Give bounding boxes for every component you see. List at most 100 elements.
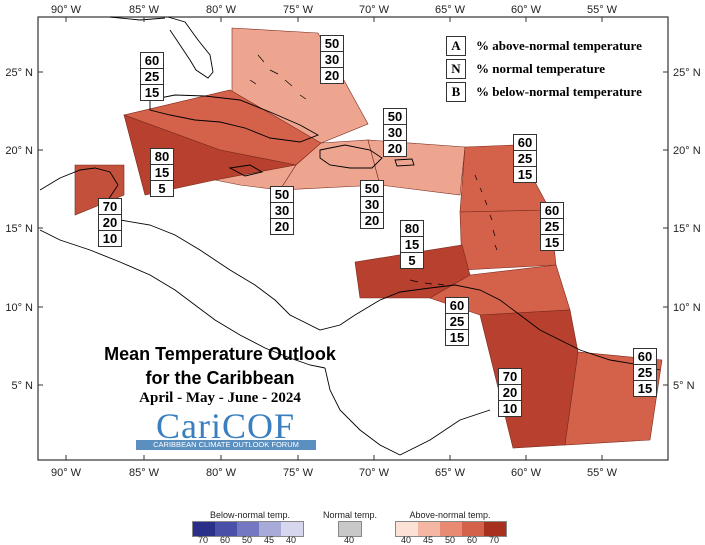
lon-tick-label: 65° W [435, 4, 466, 16]
prob-box-suriname-guiana: 60 25 15 [633, 348, 657, 397]
prob-box-abc-islands: 80 15 5 [400, 220, 424, 269]
legend-text-above: % above-normal temperature [476, 37, 642, 53]
prob-normal: 25 [141, 69, 163, 85]
prob-above: 60 [446, 298, 468, 314]
colorbar-tick: 60 [466, 535, 477, 545]
prob-box-leeward-north: 60 25 15 [513, 134, 537, 183]
prob-normal: 30 [321, 52, 343, 68]
colorbar-tick: 70 [197, 535, 208, 545]
prob-normal: 15 [401, 237, 423, 253]
colorbar-tick: 50 [241, 535, 252, 545]
colorbar-segment [193, 522, 215, 536]
prob-below: 20 [387, 141, 403, 156]
prob-below: 20 [274, 219, 290, 234]
coastlines [39, 16, 661, 456]
lat-tick-label: 20° N [673, 145, 701, 157]
prob-below: 15 [544, 235, 560, 250]
lat-tick-label: 20° N [5, 145, 33, 157]
puertorico-coast [394, 158, 415, 167]
colorbar-segment [440, 522, 462, 536]
lat-tick-label: 25° N [673, 67, 701, 79]
colorbar-segment [237, 522, 259, 536]
legend-row-normal: N % normal temperature [446, 57, 681, 80]
colorbar-below-title: Below-normal temp. [209, 510, 291, 520]
central-america-pacific [39, 229, 326, 369]
colorbar-tick: 70 [488, 535, 499, 545]
prob-below: 15 [449, 330, 465, 345]
colorbar-segment [215, 522, 237, 536]
prob-normal: 25 [634, 365, 656, 381]
prob-normal: 30 [361, 197, 383, 213]
lon-tick-label: 90° W [51, 467, 82, 479]
legend-row-below: B % below-normal temperature [446, 80, 681, 103]
florida-coast [167, 16, 214, 79]
colorbar-tick: 45 [422, 535, 433, 545]
prob-box-puerto-rico: 50 30 20 [360, 180, 384, 229]
colorbar-normal-ticks: 40 [338, 535, 360, 545]
axis-ticks: 90° W 90° W 85° W 85° W 80° W 80° W 75° W 75° W… [5, 4, 700, 479]
prob-below: 15 [517, 167, 533, 182]
lon-tick-label: 85° W [129, 4, 160, 16]
caricof-logo-subtitle: CARIBBEAN CLIMATE OUTLOOK FORUM [136, 440, 316, 450]
lon-tick-label: 70° W [359, 4, 390, 16]
colorbar-segment [281, 522, 303, 536]
prob-box-belize-yucatan: 70 20 10 [98, 198, 122, 247]
lon-tick-label: 65° W [435, 467, 466, 479]
zone-bahamas [231, 27, 369, 144]
cuba-coast [149, 94, 320, 143]
colorbar-normal-title: Normal temp. [322, 510, 377, 520]
hispaniola-coast [319, 144, 383, 169]
prob-normal: 25 [446, 314, 468, 330]
prob-above: 60 [141, 53, 163, 69]
prob-normal: 30 [271, 203, 293, 219]
prob-below: 20 [364, 213, 380, 228]
colorbar-tick: 40 [343, 535, 354, 545]
colorbar-segment [418, 522, 440, 536]
lon-tick-label: 90° W [51, 4, 82, 16]
prob-above: 50 [271, 187, 293, 203]
colorbar-below-ticks: 70 60 50 45 40 [192, 535, 302, 545]
prob-normal: 25 [541, 219, 563, 235]
prob-below: 10 [502, 401, 518, 416]
prob-box-cayman-jamaica: 80 15 5 [150, 148, 174, 197]
legend-text-normal: % normal temperature [476, 60, 606, 76]
south-america-north-coast [354, 284, 661, 371]
probability-legend: A % above-normal temperature N % normal … [446, 34, 681, 103]
lon-tick-label: 60° W [511, 4, 542, 16]
prob-box-windward: 60 25 15 [540, 202, 564, 251]
prob-above: 50 [321, 36, 343, 52]
jamaica-coast [228, 164, 264, 177]
colorbar-segment [484, 522, 506, 536]
prob-normal: 25 [514, 151, 536, 167]
central-america-coast [99, 214, 356, 331]
prob-above: 60 [634, 349, 656, 365]
season-dates: April - May - June - 2024 [139, 390, 301, 406]
colorbar-above-title: Above-normal temp. [409, 510, 491, 520]
small-islands [249, 54, 498, 286]
prob-normal: 15 [151, 165, 173, 181]
prob-above: 80 [401, 221, 423, 237]
prob-box-jamaica-south: 50 30 20 [270, 186, 294, 235]
lat-tick-label: 10° N [673, 302, 701, 314]
prob-normal: 30 [384, 125, 406, 141]
gulf-coast [109, 16, 166, 21]
lon-tick-label: 80° W [206, 4, 237, 16]
colorbar-tick: 60 [219, 535, 230, 545]
colorbar-tick: 40 [285, 535, 296, 545]
legend-key-below: B [446, 81, 466, 102]
lon-tick-label: 80° W [206, 467, 237, 479]
colorbar-tick: 50 [444, 535, 455, 545]
prob-above: 50 [384, 109, 406, 125]
prob-below: 10 [102, 231, 118, 246]
colorbar-segment [339, 522, 361, 536]
legend-key-above: A [446, 35, 466, 56]
prob-box-bahamas: 50 30 20 [320, 35, 344, 84]
yucatan-coast [39, 167, 119, 216]
legend-key-normal: N [446, 58, 466, 79]
prob-below: 15 [144, 85, 160, 100]
map-title: Mean Temperature Outlook for the Caribbe… [60, 342, 380, 390]
prob-above: 50 [361, 181, 383, 197]
bahamas-islands [249, 54, 307, 100]
lat-tick-label: 15° N [673, 223, 701, 235]
colorbar-below [192, 521, 304, 537]
